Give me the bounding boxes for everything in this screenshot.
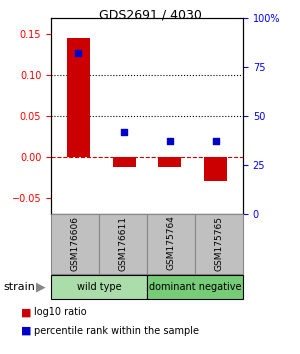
Point (213, 139, 218, 144)
Point (76, 50, 81, 56)
Bar (113, 157, 136, 167)
Text: GSM175765: GSM175765 (214, 216, 224, 270)
Text: strain: strain (3, 282, 35, 292)
Text: log10 ratio: log10 ratio (34, 307, 87, 317)
Text: ▶: ▶ (36, 281, 45, 293)
Text: percentile rank within the sample: percentile rank within the sample (34, 326, 200, 336)
Bar (195, 214, 243, 274)
Text: ■: ■ (21, 307, 32, 317)
Bar (51, 275, 147, 299)
Text: GSM176611: GSM176611 (118, 216, 127, 270)
Text: dominant negative: dominant negative (149, 282, 241, 292)
Bar (51, 214, 99, 274)
Bar (158, 157, 181, 167)
Bar (147, 214, 195, 274)
Text: ■: ■ (21, 326, 32, 336)
Bar (147, 275, 243, 299)
Point (122, 129, 127, 135)
Text: GSM175764: GSM175764 (167, 216, 176, 270)
Bar (99, 214, 147, 274)
Point (167, 139, 172, 144)
Bar (204, 157, 227, 181)
Text: wild type: wild type (77, 282, 121, 292)
Bar (67, 38, 90, 157)
Text: GSM176606: GSM176606 (70, 216, 80, 270)
Text: GDS2691 / 4030: GDS2691 / 4030 (99, 9, 201, 22)
